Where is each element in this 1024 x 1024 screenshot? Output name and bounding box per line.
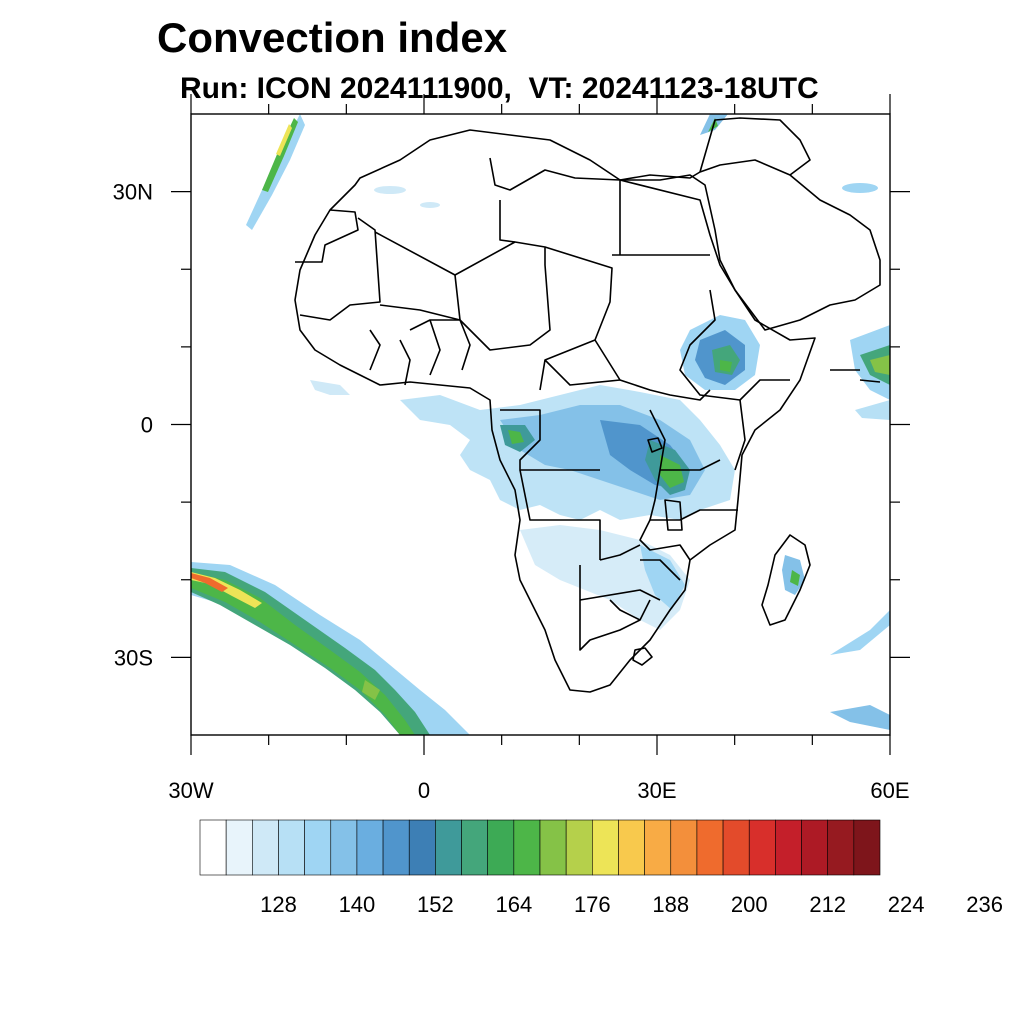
map-title: Convection index (157, 14, 508, 61)
colorbar-swatch (539, 819, 567, 876)
colorbar-swatch (252, 819, 279, 876)
colorbar-swatch (487, 819, 515, 876)
colorbar-swatch (565, 819, 593, 876)
colorbar-tick-label: 200 (731, 892, 768, 917)
colorbar-swatch (435, 819, 462, 876)
colorbar-tick-label: 164 (495, 892, 532, 917)
madagascar-coast (761, 534, 811, 626)
colorbar-swatch (382, 819, 410, 876)
y-tick-label: 30N (113, 180, 153, 205)
colorbar-swatch (696, 819, 724, 876)
x-tick-label: 30W (168, 778, 213, 803)
colorbar-labels: 128 140 152 164 176 188 200 212 224 236 (260, 892, 1003, 917)
colorbar-tick-label: 140 (339, 892, 376, 917)
colorbar-swatch (330, 819, 358, 876)
colorbar-swatch (801, 819, 828, 876)
colorbar-swatch (670, 819, 698, 876)
x-tick-label: 0 (418, 778, 430, 803)
colorbar-swatch (199, 819, 227, 876)
axis-ticks (171, 94, 910, 755)
colorbar-tick-label: 188 (652, 892, 689, 917)
colorbar-swatch (356, 819, 384, 876)
y-tick-label: 0 (141, 413, 153, 438)
colorbar-tick-label: 212 (809, 892, 846, 917)
colorbar-swatch (278, 819, 305, 876)
map-subtitle: Run: ICON 2024111900, VT: 20241123-18UTC (180, 72, 819, 105)
country-borders (294, 117, 881, 693)
colorbar-swatch (408, 819, 436, 876)
colorbar (199, 819, 881, 876)
colorbar-tick-label: 236 (966, 892, 1003, 917)
colorbar-swatch (461, 819, 488, 876)
colorbar-swatch (618, 819, 645, 876)
colorbar-swatch (513, 819, 541, 876)
colorbar-swatch (775, 819, 802, 876)
colorbar-tick-label: 128 (260, 892, 297, 917)
colorbar-swatch (592, 819, 619, 876)
colorbar-tick-label: 176 (574, 892, 611, 917)
colorbar-swatch (827, 819, 855, 876)
colorbar-swatch (644, 819, 672, 876)
x-tick-label: 30E (637, 778, 676, 803)
y-tick-label: 30S (114, 645, 153, 670)
colorbar-swatch (225, 819, 253, 876)
colorbar-swatch (853, 819, 881, 876)
x-tick-label: 60E (870, 778, 909, 803)
colorbar-swatch (748, 819, 776, 876)
axis-tick-labels: 30W 0 30E 60E 30N 0 30S (113, 180, 910, 803)
colorbar-tick-label: 152 (417, 892, 454, 917)
colorbar-tick-label: 224 (888, 892, 925, 917)
colorbar-swatch (304, 819, 332, 876)
colorbar-swatch (722, 819, 750, 876)
